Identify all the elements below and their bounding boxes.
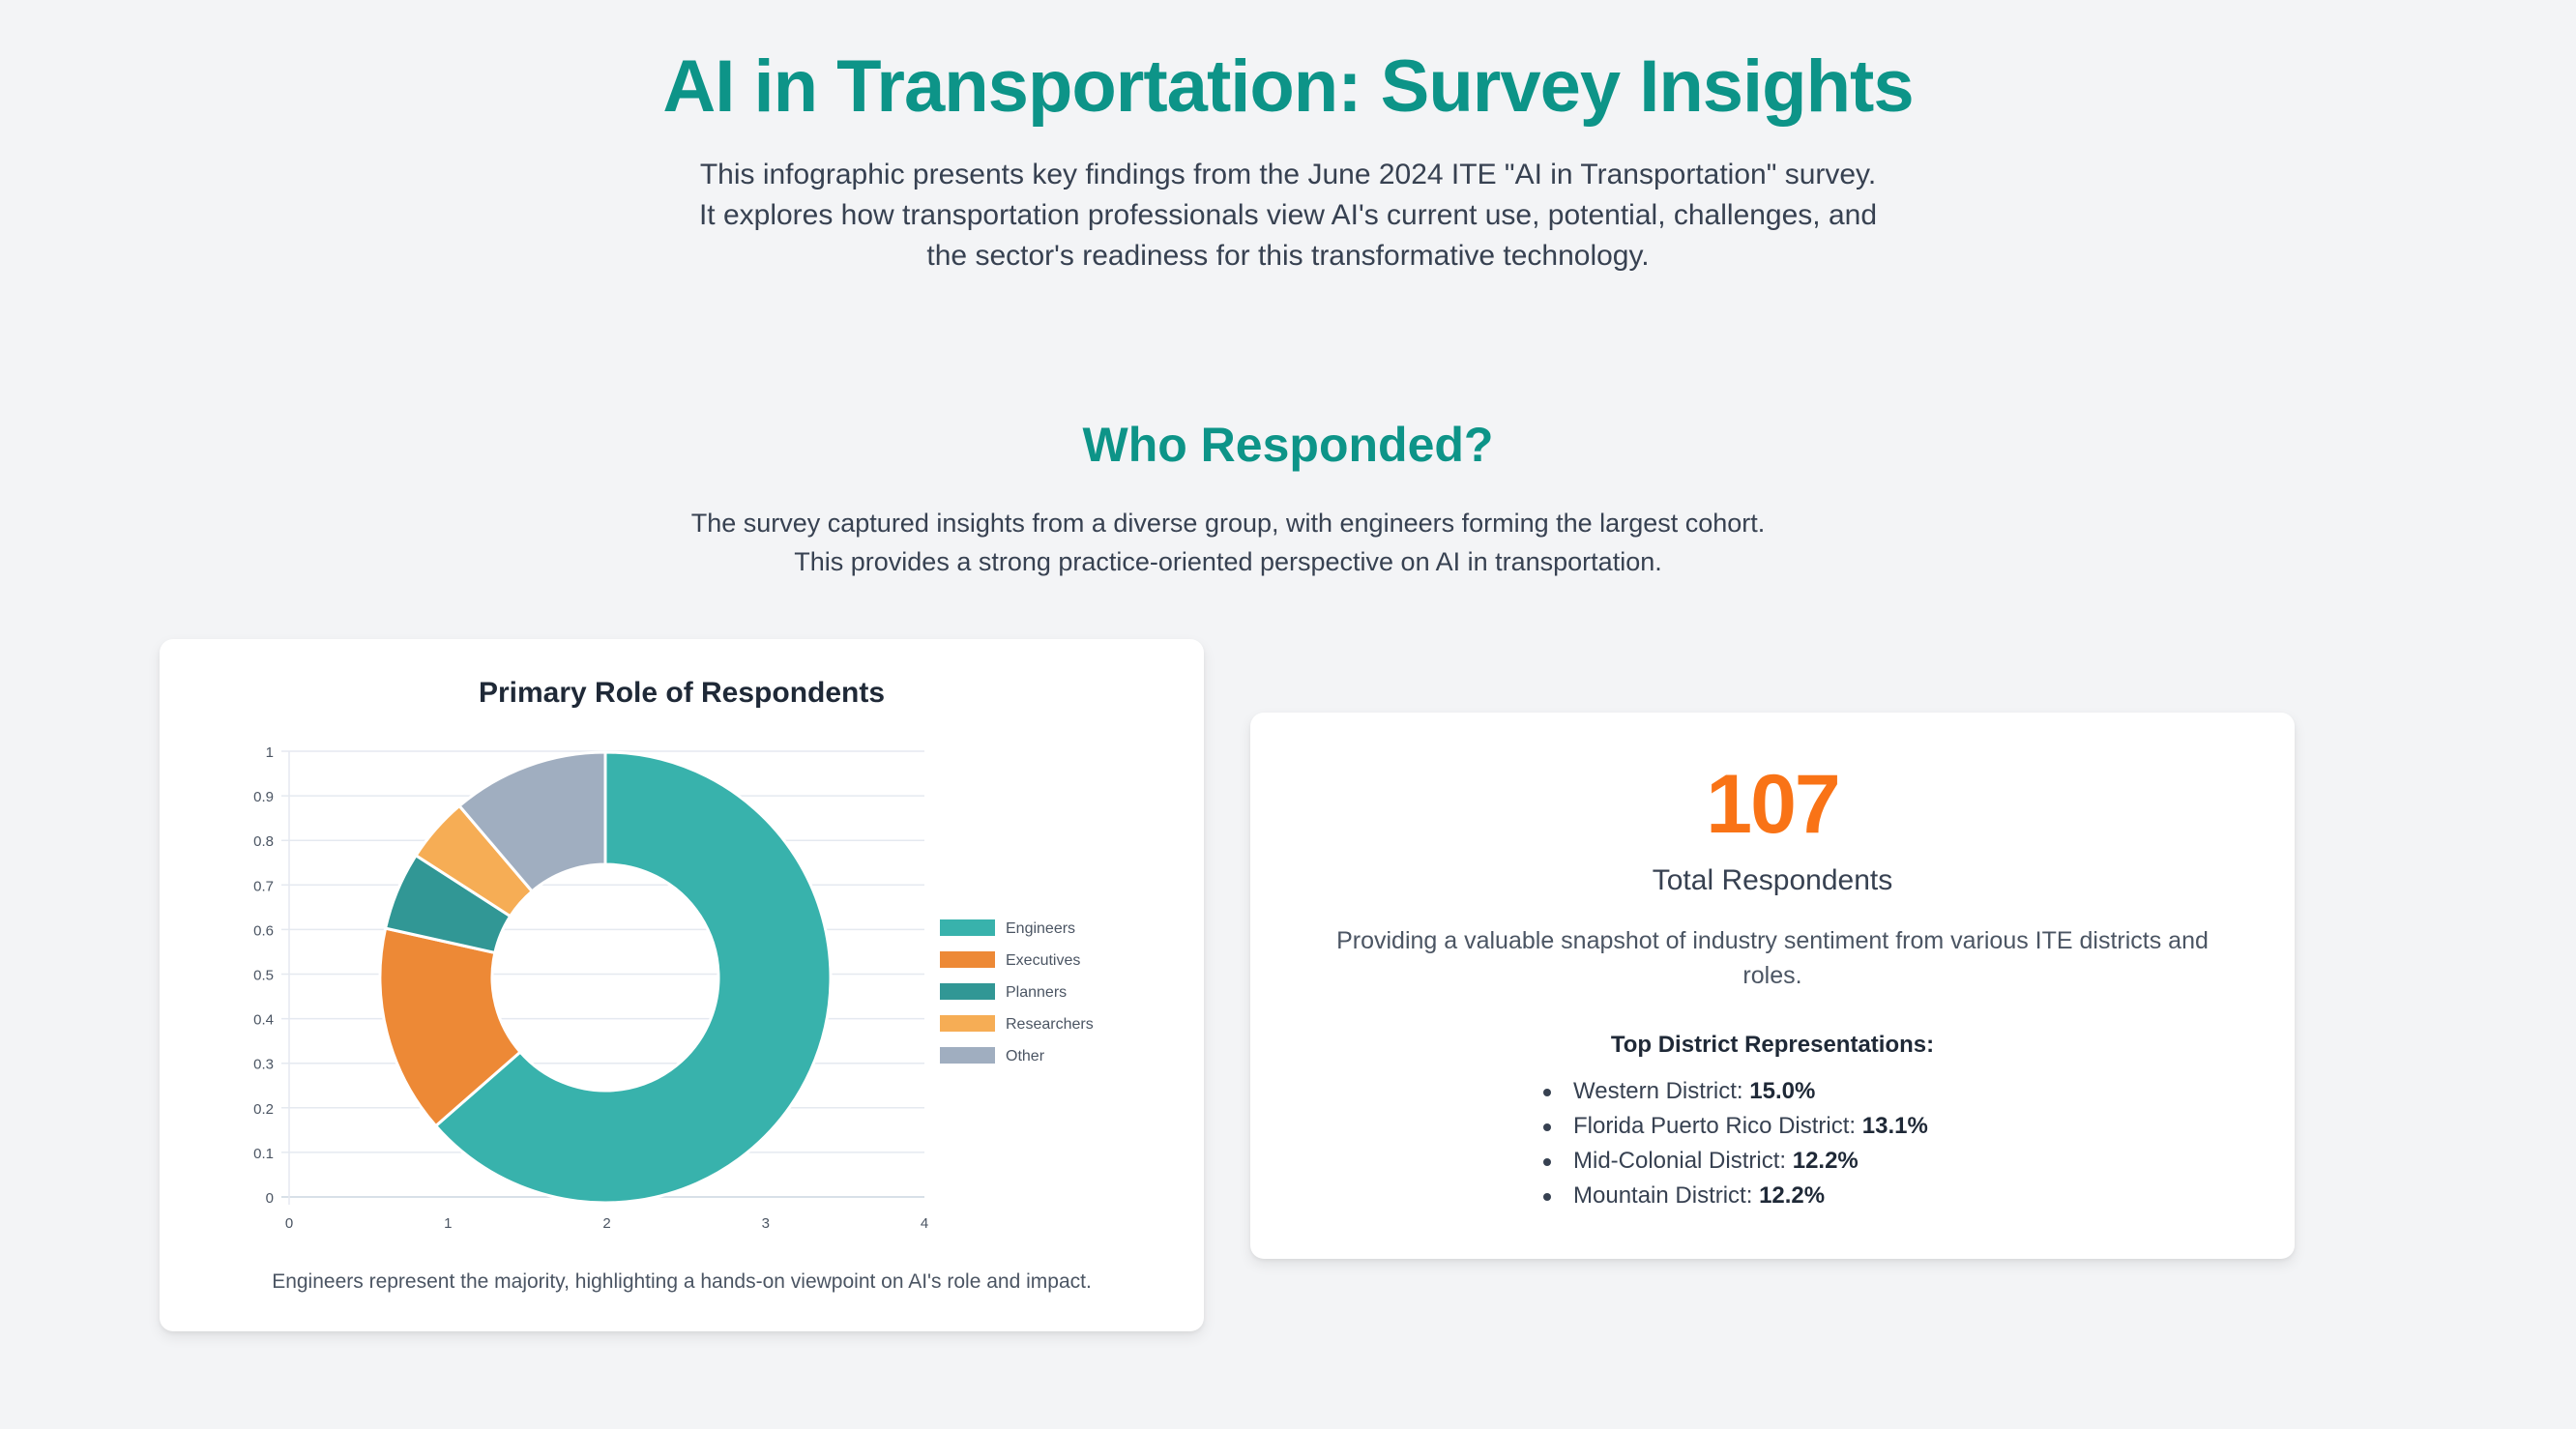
district-name: Mountain District:	[1573, 1182, 1760, 1209]
y-tick-label: 0.4	[253, 1012, 274, 1029]
legend-swatch-engineers[interactable]	[940, 919, 995, 936]
y-tick-label: 0.6	[253, 922, 274, 939]
y-tick-label: 0.2	[253, 1101, 274, 1118]
y-tick-label: 0.8	[253, 833, 274, 850]
legend-label-engineers[interactable]: Engineers	[1006, 920, 1075, 937]
doughnut-chart[interactable]: 0 0.1 0.2 0.3 0.4 0.5 0.6 0.7 0.8 0.9 1 0 1 2 3 4 Engine…	[160, 639, 1204, 1331]
page-title: AI in Transportation: Survey Insights	[662, 45, 1914, 128]
legend-label-planners[interactable]: Planners	[1006, 984, 1067, 1001]
district-name: Western District:	[1573, 1078, 1750, 1104]
y-tick-label: 0.7	[253, 878, 274, 894]
y-tick-label: 0.9	[253, 789, 274, 805]
total-respondents-count: 107	[1706, 758, 1841, 851]
chart-caption: Engineers represent the majority, highli…	[272, 1270, 1092, 1293]
section-description-line-1: The survey captured insights from a dive…	[690, 509, 1766, 538]
role-chart-card: Primary Role of Respondents 0 0.1 0.2 0.3 0.…	[160, 639, 1204, 1331]
legend-swatch-planners[interactable]	[940, 983, 995, 1000]
legend-label-other[interactable]: Other	[1006, 1048, 1045, 1064]
district-item: Florida Puerto Rico District: 13.1%	[1543, 1109, 1928, 1144]
slice-engineers[interactable]	[433, 750, 833, 1205]
y-tick-label: 1	[266, 744, 274, 761]
section-description-line-2: This provides a strong practice-oriented…	[794, 547, 1662, 576]
bullet-icon	[1543, 1089, 1551, 1096]
legend-swatch-researchers[interactable]	[940, 1015, 995, 1032]
district-name: Mid-Colonial District:	[1573, 1148, 1793, 1174]
x-tick-label: 2	[602, 1215, 610, 1232]
bullet-icon	[1543, 1193, 1551, 1201]
chart-title: Primary Role of Respondents	[478, 677, 886, 709]
section-description: The survey captured insights from a dive…	[619, 504, 1837, 581]
district-item: Western District: 15.0%	[1543, 1074, 1928, 1109]
district-name: Florida Puerto Rico District:	[1573, 1113, 1862, 1139]
x-tick-label: 3	[762, 1215, 770, 1232]
x-tick-label: 0	[285, 1215, 293, 1232]
y-tick-label: 0.5	[253, 968, 274, 984]
respondents-stats-card: 107 Total Respondents Providing a valuab…	[1250, 713, 2295, 1259]
district-item: Mid-Colonial District: 12.2%	[1543, 1144, 1928, 1179]
y-tick-label: 0	[266, 1190, 274, 1207]
y-tick-label: 0.1	[253, 1146, 274, 1162]
legend-swatch-executives[interactable]	[940, 951, 995, 968]
legend-swatch-other[interactable]	[940, 1047, 995, 1064]
district-value: 12.2%	[1792, 1148, 1859, 1174]
districts-list: Western District: 15.0% Florida Puerto R…	[1543, 1074, 1928, 1213]
bullet-icon	[1543, 1123, 1551, 1131]
district-value: 12.2%	[1759, 1182, 1826, 1209]
bullet-icon	[1543, 1158, 1551, 1166]
legend-label-researchers[interactable]: Researchers	[1006, 1016, 1094, 1033]
district-value: 13.1%	[1861, 1113, 1928, 1139]
slice-executives[interactable]	[378, 926, 523, 1128]
x-tick-label: 4	[921, 1215, 928, 1232]
stats-description: Providing a valuable snapshot of industr…	[1336, 927, 2209, 989]
y-tick-label: 0.3	[253, 1057, 274, 1073]
districts-heading: Top District Representations:	[1610, 1032, 1935, 1058]
total-respondents-label: Total Respondents	[1652, 864, 1893, 896]
section-title: Who Responded?	[1082, 418, 1494, 472]
x-tick-label: 1	[444, 1215, 452, 1232]
district-value: 15.0%	[1749, 1078, 1816, 1104]
intro-paragraph: This infographic presents key findings f…	[698, 159, 1878, 272]
legend-label-executives[interactable]: Executives	[1006, 952, 1080, 969]
slice-other[interactable]	[456, 750, 607, 893]
district-item: Mountain District: 12.2%	[1543, 1179, 1928, 1213]
